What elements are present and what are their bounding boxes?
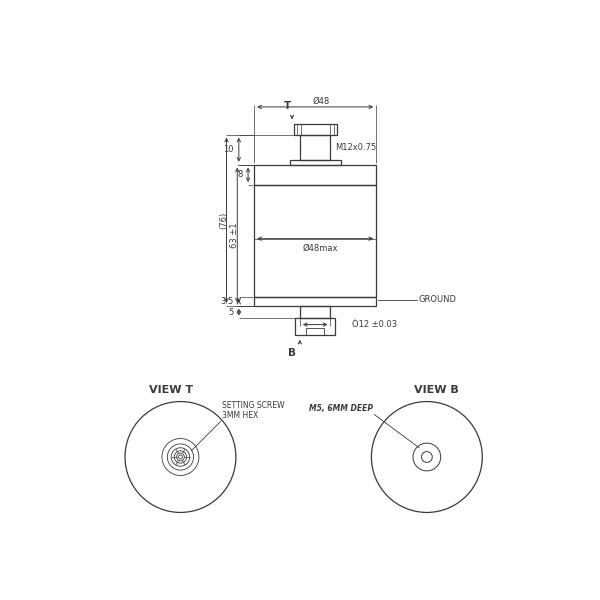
Bar — [300, 134, 331, 160]
Text: 8: 8 — [237, 170, 242, 179]
Text: 5: 5 — [228, 308, 233, 317]
Bar — [290, 160, 341, 164]
Text: 10: 10 — [223, 145, 233, 154]
Text: M5, 6MM DEEP: M5, 6MM DEEP — [309, 404, 373, 413]
Bar — [254, 185, 376, 297]
Bar — [254, 297, 376, 305]
Text: 63 ±1: 63 ±1 — [230, 223, 239, 248]
Text: SETTING SCREW
3MM HEX: SETTING SCREW 3MM HEX — [222, 401, 284, 420]
Text: B: B — [288, 347, 296, 358]
Text: VIEW T: VIEW T — [149, 385, 193, 395]
Bar — [254, 164, 376, 185]
Text: T: T — [284, 101, 291, 111]
Text: VIEW B: VIEW B — [414, 385, 458, 395]
Text: 3.5: 3.5 — [220, 297, 233, 306]
Bar — [300, 305, 331, 319]
Text: M12x0.75: M12x0.75 — [335, 143, 376, 152]
Bar — [295, 319, 335, 335]
Text: GROUND: GROUND — [419, 295, 457, 304]
Text: Ò12 ±0.03: Ò12 ±0.03 — [352, 320, 397, 329]
Bar — [306, 328, 325, 335]
Text: (76): (76) — [219, 212, 228, 229]
Bar — [293, 124, 337, 134]
Text: Ø48: Ø48 — [313, 97, 330, 106]
Text: Ø48max: Ø48max — [302, 244, 338, 253]
